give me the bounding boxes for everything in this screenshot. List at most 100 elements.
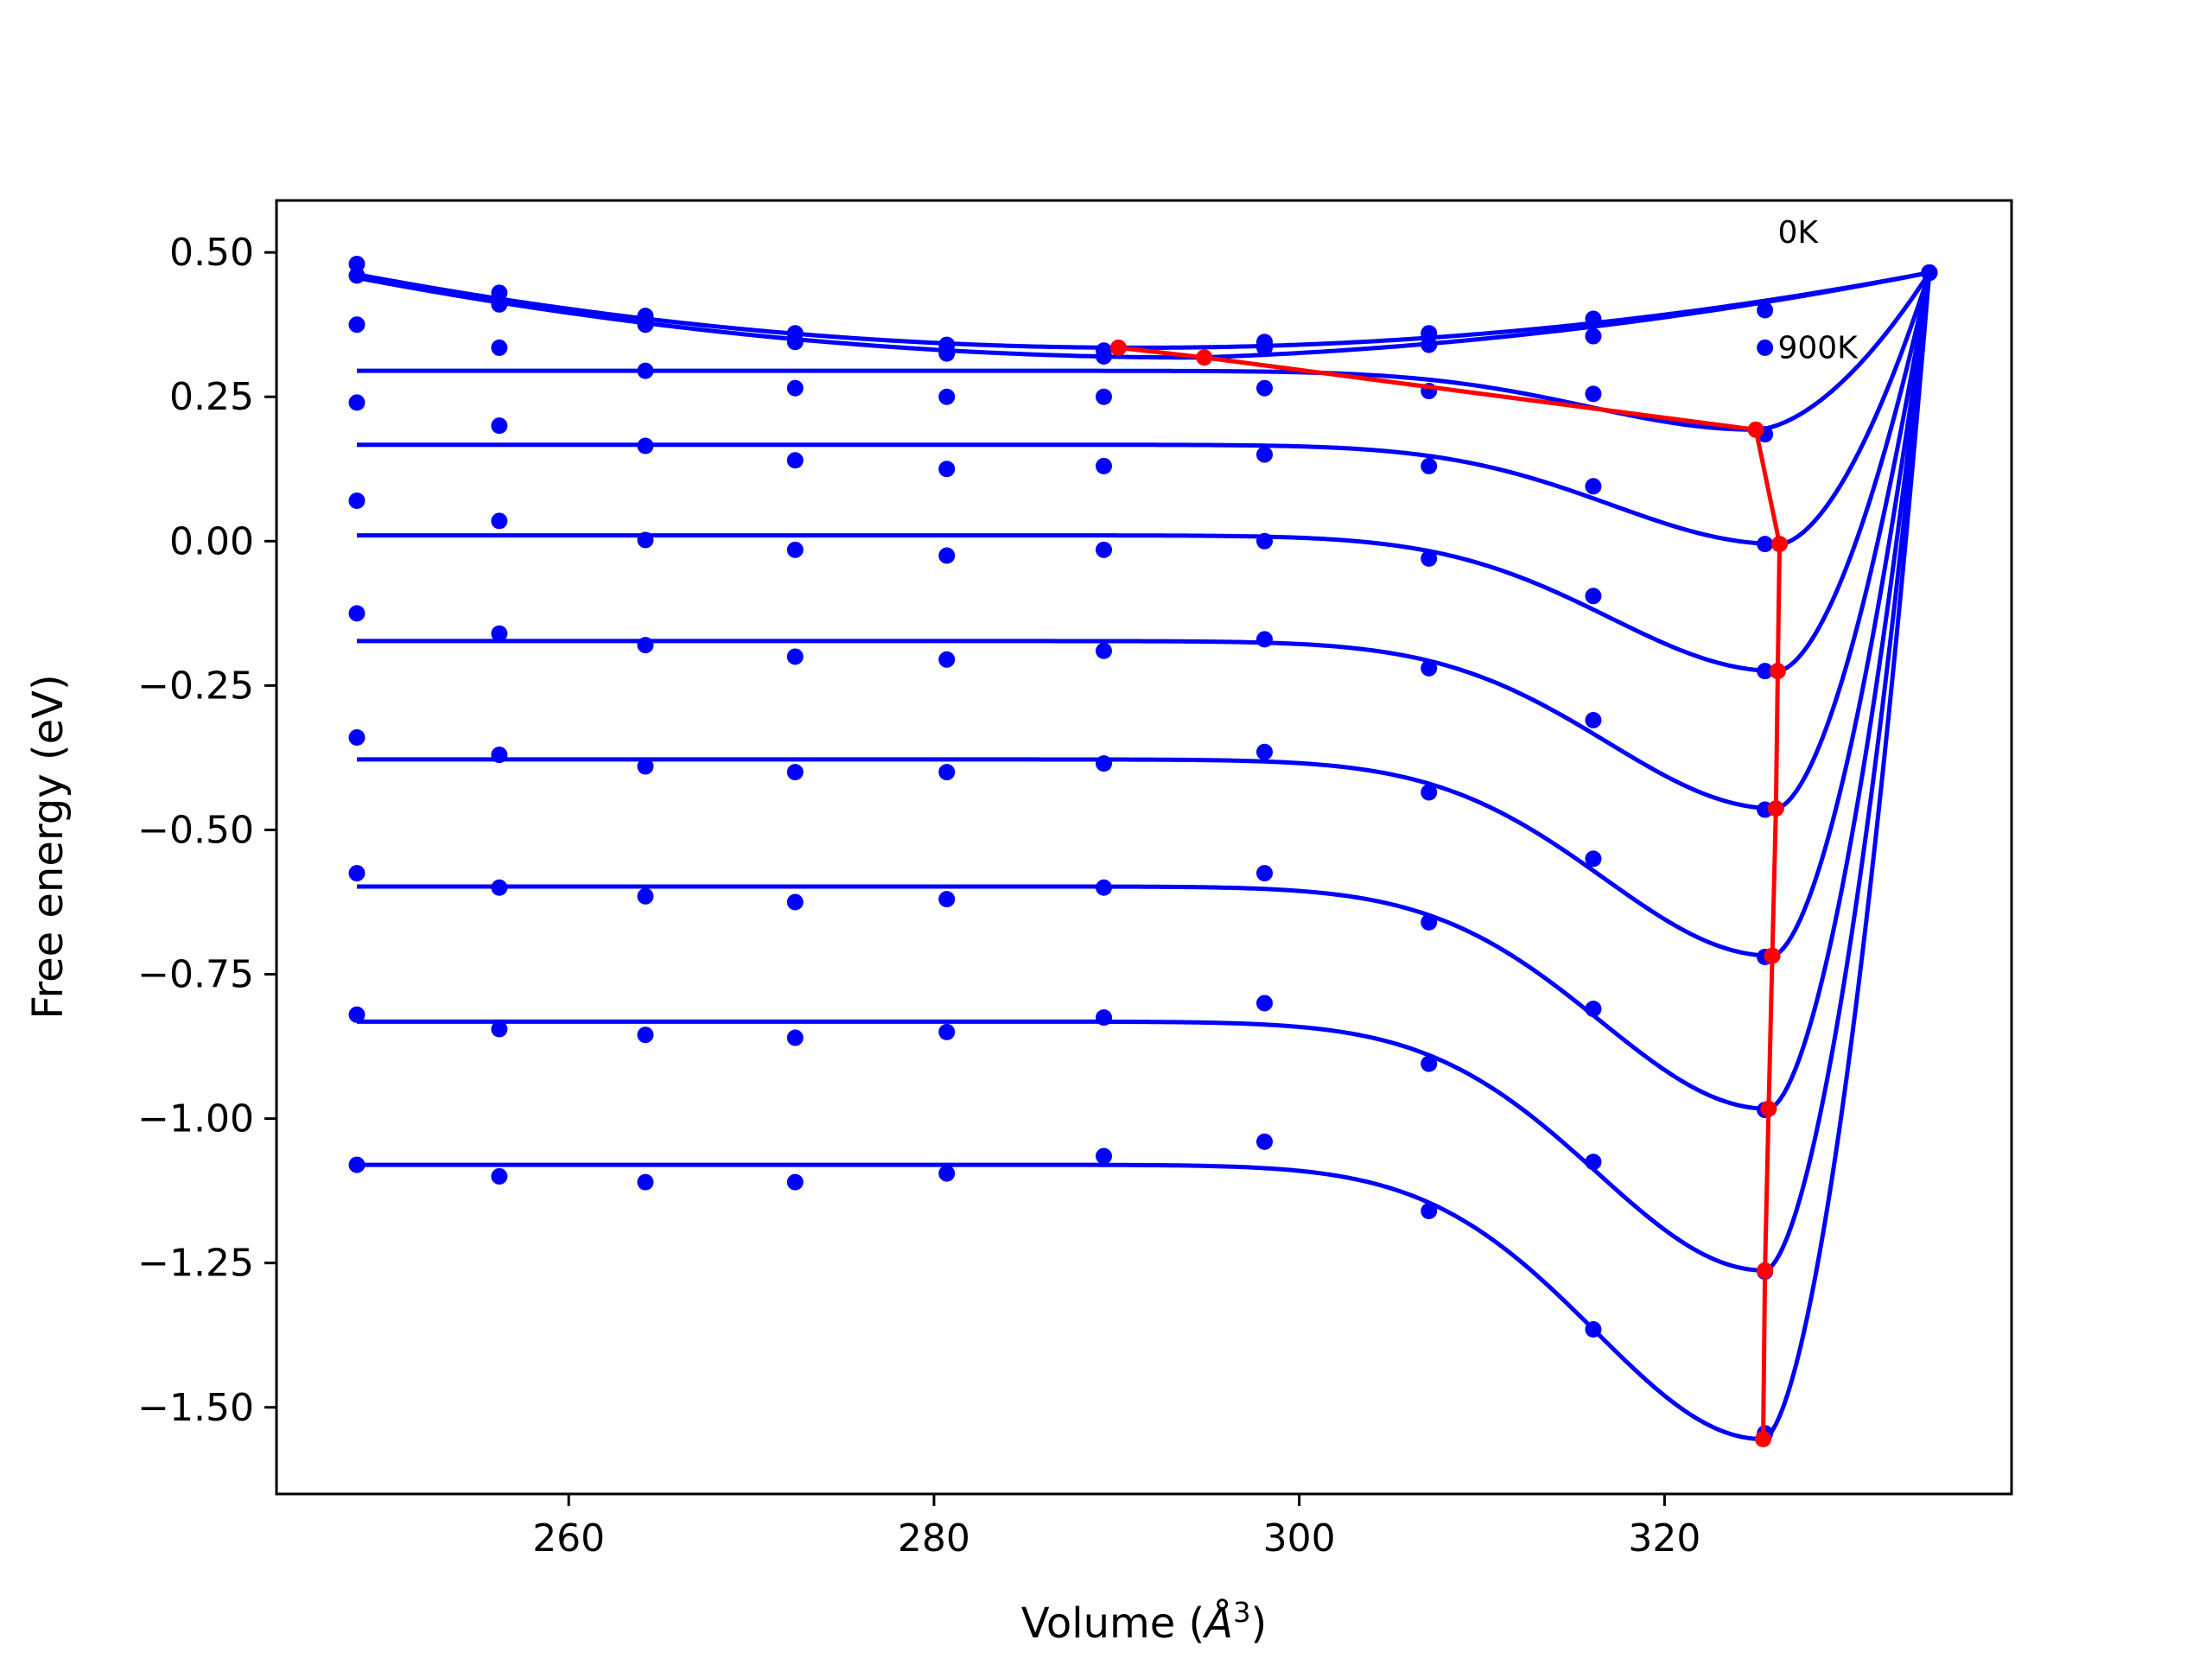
data-point <box>1757 302 1774 319</box>
data-point <box>1421 325 1438 342</box>
data-point <box>1585 1154 1602 1171</box>
data-point <box>938 345 956 362</box>
data-point <box>1421 550 1438 567</box>
data-point <box>786 541 804 558</box>
data-point <box>1096 642 1112 659</box>
data-point <box>348 267 365 284</box>
data-point <box>786 1029 804 1046</box>
data-point <box>1585 588 1602 605</box>
fit-curve <box>357 272 1932 958</box>
data-point <box>1585 850 1602 868</box>
data-point <box>1421 457 1438 474</box>
x-tick-label: 300 <box>1263 1516 1336 1560</box>
data-point <box>1421 1203 1438 1220</box>
data-point <box>938 764 956 781</box>
data-point <box>1585 327 1602 345</box>
data-point <box>348 1006 365 1023</box>
data-point <box>938 891 956 908</box>
minimum-path-line <box>1118 345 1783 1440</box>
y-tick-label: −1.00 <box>137 1097 254 1141</box>
fit-curves <box>356 270 1932 1441</box>
fit-curve <box>357 272 1932 811</box>
data-point <box>786 452 804 469</box>
fit-curve <box>357 271 1932 547</box>
data-point <box>491 417 508 435</box>
data-point <box>1256 631 1273 648</box>
data-point <box>637 1173 654 1191</box>
data-point <box>348 865 365 882</box>
y-axis-label: Free energy (eV) <box>24 674 73 1019</box>
y-tick-label: −1.25 <box>137 1242 254 1286</box>
data-point <box>637 437 654 454</box>
minimum-point <box>1769 663 1786 680</box>
data-point <box>637 316 654 334</box>
minimum-point <box>1771 536 1789 553</box>
y-tick-label: 0.50 <box>169 231 254 275</box>
data-point <box>938 388 956 405</box>
data-point <box>1256 995 1273 1012</box>
data-point <box>786 648 804 665</box>
data-point <box>1256 339 1273 356</box>
data-point <box>491 747 508 764</box>
data-point <box>1585 310 1602 327</box>
data-point <box>938 651 956 668</box>
data-point <box>1757 339 1774 356</box>
data-point <box>1585 478 1602 495</box>
minimum-point <box>1767 800 1784 817</box>
fit-curve <box>357 272 1932 1111</box>
data-point <box>637 758 654 775</box>
minimum-point <box>1755 1431 1772 1448</box>
data-point <box>786 379 804 397</box>
data-point <box>786 893 804 911</box>
plot-frame <box>275 199 2013 1496</box>
data-point <box>637 531 654 549</box>
data-point <box>1256 865 1273 882</box>
data-point <box>637 1027 654 1044</box>
y-tick-label: −0.75 <box>137 953 254 997</box>
data-point <box>1256 446 1273 463</box>
data-point <box>348 605 365 622</box>
data-point <box>1421 784 1438 801</box>
data-point <box>1096 457 1112 474</box>
minimum-point <box>1196 349 1213 366</box>
minimum-point <box>1757 1262 1774 1279</box>
fit-curve <box>356 270 1930 350</box>
data-point <box>348 729 365 747</box>
data-point <box>1096 388 1112 405</box>
data-point <box>786 764 804 781</box>
data-point <box>348 394 365 411</box>
data-point <box>491 296 508 313</box>
data-point <box>938 1165 956 1182</box>
minimum-point <box>1109 339 1127 356</box>
y-tick-label: −1.50 <box>137 1386 254 1430</box>
data-points <box>348 256 1938 1442</box>
fit-curve <box>356 270 1930 360</box>
fit-curve <box>357 272 1932 1441</box>
data-point <box>1585 385 1602 403</box>
data-point <box>1757 663 1774 680</box>
data-point <box>1096 1009 1112 1027</box>
data-point <box>1096 755 1112 772</box>
data-point <box>348 256 365 273</box>
y-tick-label: 0.00 <box>169 519 254 563</box>
data-point <box>491 1167 508 1185</box>
data-point <box>1421 336 1438 353</box>
data-point <box>1096 541 1112 558</box>
data-point <box>491 879 508 896</box>
fit-curve <box>357 272 1932 1273</box>
minimum-path <box>1109 339 1789 1448</box>
temperature-annotation: 0K <box>1777 215 1819 251</box>
data-point <box>348 493 365 510</box>
data-point <box>637 887 654 905</box>
data-point <box>637 362 654 379</box>
data-point <box>491 284 508 302</box>
data-point <box>491 339 508 356</box>
x-tick-label: 320 <box>1628 1516 1700 1560</box>
data-point <box>786 334 804 351</box>
data-point <box>1585 1001 1602 1018</box>
data-point <box>1421 913 1438 931</box>
data-point <box>1256 532 1273 550</box>
data-point <box>1256 379 1273 397</box>
